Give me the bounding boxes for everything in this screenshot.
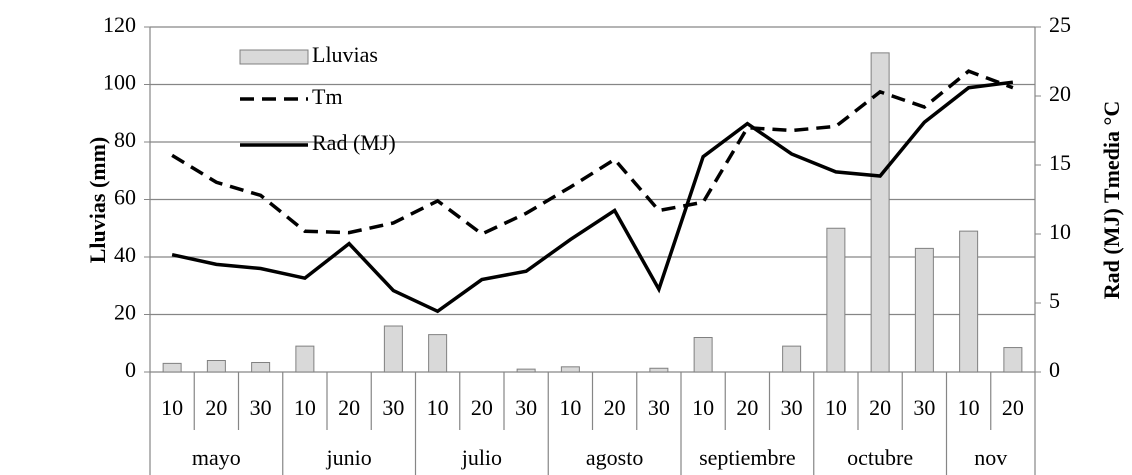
bar bbox=[649, 367, 669, 373]
bar bbox=[516, 368, 536, 373]
x-tick-label: 20 bbox=[338, 395, 360, 420]
group-label: junio bbox=[326, 445, 372, 470]
y2-tick-label: 0 bbox=[1049, 357, 1060, 382]
bar bbox=[162, 362, 182, 373]
bar bbox=[1003, 347, 1023, 373]
x-tick-label: 10 bbox=[825, 395, 847, 420]
bar bbox=[782, 345, 802, 373]
y-tick-label: 0 bbox=[125, 357, 136, 382]
x-tick-label: 30 bbox=[781, 395, 803, 420]
y-tick-label: 80 bbox=[114, 127, 136, 152]
x-tick-label: 20 bbox=[1002, 395, 1024, 420]
legend-label: Rad (MJ) bbox=[312, 130, 396, 155]
y2-tick-label: 5 bbox=[1049, 288, 1060, 313]
legend-swatch bbox=[239, 49, 309, 65]
x-tick-label: 10 bbox=[559, 395, 581, 420]
y-tick-label: 120 bbox=[103, 12, 136, 37]
x-tick-label: 10 bbox=[692, 395, 714, 420]
x-tick-label: 10 bbox=[427, 395, 449, 420]
x-tick-label: 30 bbox=[648, 395, 670, 420]
y2-tick-label: 25 bbox=[1049, 12, 1071, 37]
line bbox=[171, 80, 1014, 314]
group-label: agosto bbox=[586, 445, 643, 470]
x-tick-label: 20 bbox=[205, 395, 227, 420]
bar bbox=[959, 230, 979, 373]
bar bbox=[826, 227, 846, 373]
bar bbox=[560, 366, 580, 373]
y-tick-label: 20 bbox=[114, 300, 136, 325]
bar bbox=[251, 362, 271, 373]
x-tick-label: 30 bbox=[250, 395, 272, 420]
y2-tick-label: 10 bbox=[1049, 219, 1071, 244]
bar bbox=[295, 345, 315, 373]
bar bbox=[428, 334, 448, 373]
group-label: septiembre bbox=[699, 445, 796, 470]
y-tick-label: 60 bbox=[114, 185, 136, 210]
y-axis-title: Lluvias (mm) bbox=[85, 137, 110, 264]
x-tick-label: 20 bbox=[471, 395, 493, 420]
group-label: nov bbox=[974, 445, 1007, 470]
legend-label: Tm bbox=[312, 84, 343, 109]
x-tick-label: 10 bbox=[294, 395, 316, 420]
group-label: octubre bbox=[847, 445, 913, 470]
y2-tick-label: 20 bbox=[1049, 81, 1071, 106]
x-tick-label: 30 bbox=[515, 395, 537, 420]
line bbox=[171, 69, 1014, 237]
x-tick-label: 30 bbox=[382, 395, 404, 420]
x-tick-label: 30 bbox=[913, 395, 935, 420]
x-tick-label: 20 bbox=[869, 395, 891, 420]
x-tick-label: 20 bbox=[604, 395, 626, 420]
y-tick-label: 100 bbox=[103, 70, 136, 95]
group-label: mayo bbox=[192, 445, 241, 470]
y-tick-label: 40 bbox=[114, 242, 136, 267]
y2-axis-title: Rad (MJ) Tmedia °C bbox=[1099, 101, 1124, 299]
bar bbox=[870, 52, 890, 373]
bar bbox=[693, 337, 713, 373]
x-tick-label: 10 bbox=[958, 395, 980, 420]
bar bbox=[914, 247, 934, 373]
y2-tick-label: 15 bbox=[1049, 150, 1071, 175]
x-tick-label: 10 bbox=[161, 395, 183, 420]
group-label: julio bbox=[461, 445, 502, 470]
bar bbox=[206, 360, 226, 373]
x-tick-label: 20 bbox=[736, 395, 758, 420]
legend-label: Lluvias bbox=[312, 42, 378, 67]
bar bbox=[383, 325, 403, 373]
